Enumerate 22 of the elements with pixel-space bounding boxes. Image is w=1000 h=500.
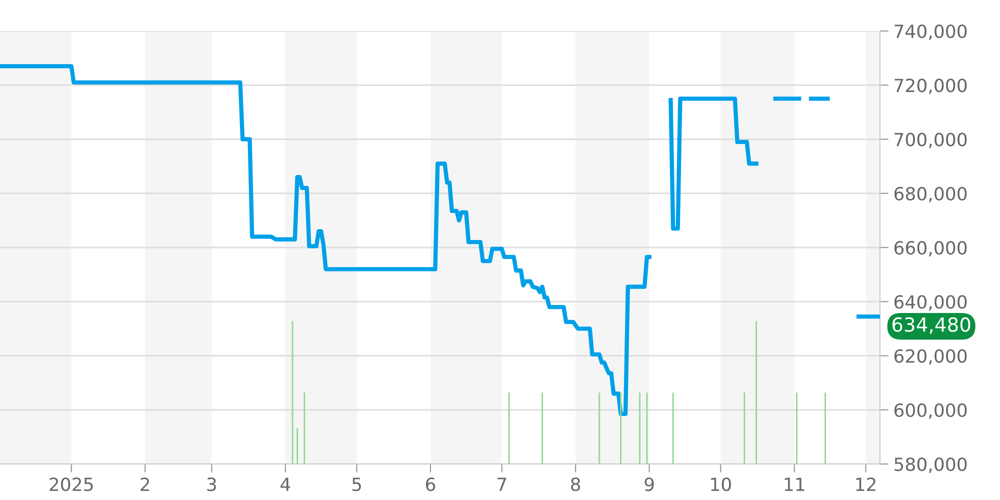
x-tick-label: 4: [280, 478, 290, 491]
x-tick-label: 8: [571, 478, 580, 492]
y-tick-label: 580,000: [894, 457, 967, 473]
annotation: 634,480: [892, 317, 970, 334]
x-tick-label: 7: [498, 478, 506, 491]
x-tick-label: 9: [644, 478, 654, 492]
y-tick-label: 640,000: [894, 295, 967, 311]
x-tick-label: 6: [426, 478, 436, 492]
x-tick-label: 3: [207, 478, 216, 492]
x-tick-label: 12: [856, 478, 876, 491]
y-tick-label: 740,000: [894, 24, 967, 40]
x-tick-label: 10: [711, 478, 731, 492]
y-tick-label: 620,000: [894, 349, 967, 365]
y-tick-label: 700,000: [894, 132, 967, 148]
y-tick-label: 660,000: [894, 240, 967, 256]
y-tick-label: 720,000: [894, 78, 967, 94]
x-tick-label: 5: [352, 478, 361, 492]
x-tick-label: 2: [140, 478, 150, 491]
x-tick-label: 2025: [50, 478, 93, 492]
y-tick-label: 680,000: [894, 186, 967, 202]
y-tick-label: 600,000: [894, 403, 967, 419]
x-tick-label: 11: [784, 478, 804, 491]
